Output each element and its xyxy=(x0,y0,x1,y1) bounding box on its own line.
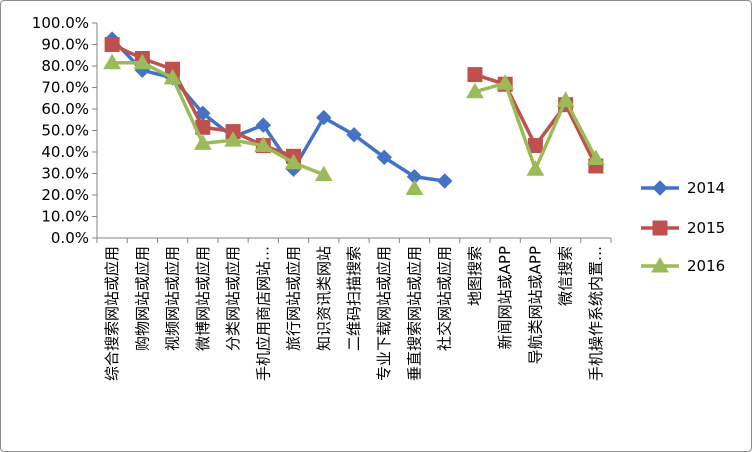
y-tick-label: 0.0% xyxy=(51,229,89,247)
y-tick-label: 20.0% xyxy=(41,186,89,204)
x-category-label: 知识资讯类网站 xyxy=(315,246,333,351)
x-category-label: 微信搜索 xyxy=(557,246,575,306)
data-point xyxy=(314,165,333,182)
legend: 2014 2015 2016 xyxy=(641,179,725,275)
data-point xyxy=(104,37,120,52)
y-axis-tick-labels: 0.0% 10.0% 20.0% 30.0% 40.0% 50.0% 60.0% 70.0% 8… xyxy=(32,14,89,247)
x-category-label: 分类网站或应用 xyxy=(224,246,242,351)
legend-item-2015: 2015 xyxy=(641,219,725,237)
x-axis-category-labels: 综合搜索网站或应用 购物网站或应用 视频网站或应用 微博网站或应用 分类网站或应用 手机应… xyxy=(103,246,605,381)
x-category-label: 专业下载网站或应用 xyxy=(375,246,393,381)
x-category-label: 手机应用商店网站… xyxy=(254,246,272,381)
legend-label: 2014 xyxy=(687,179,725,197)
x-category-label: 导航类网站或APP xyxy=(526,246,544,364)
data-point xyxy=(376,149,392,166)
data-point xyxy=(651,256,669,273)
series-layer xyxy=(103,31,605,196)
data-point xyxy=(556,91,575,107)
x-category-label: 地图搜索 xyxy=(466,246,484,306)
data-point xyxy=(224,131,242,147)
data-point xyxy=(255,117,272,133)
y-tick-label: 100.0% xyxy=(32,14,89,32)
series-line xyxy=(474,81,598,171)
x-category-label: 旅行网站或应用 xyxy=(285,246,303,351)
data-point xyxy=(133,53,152,70)
x-category-label: 二维码扫描搜索 xyxy=(345,246,363,351)
x-category-label: 微博网站或应用 xyxy=(194,246,212,351)
legend-label: 2016 xyxy=(687,257,725,275)
y-tick-label: 10.0% xyxy=(41,208,89,226)
x-category-label: 视频网站或应用 xyxy=(164,246,182,351)
data-point xyxy=(496,74,515,90)
y-tick-label: 90.0% xyxy=(41,36,89,54)
legend-label: 2015 xyxy=(687,219,725,237)
x-category-label: 新闻网站或APP xyxy=(496,246,514,349)
y-tick-label: 50.0% xyxy=(41,122,89,140)
data-point xyxy=(526,160,545,176)
series-line xyxy=(110,37,445,183)
series-2016 xyxy=(103,53,605,196)
x-category-label: 社交网站或应用 xyxy=(436,246,454,351)
y-tick-label: 30.0% xyxy=(41,165,89,183)
data-point xyxy=(346,127,362,143)
x-category-label: 综合搜索网站或应用 xyxy=(103,246,121,381)
data-point xyxy=(466,82,484,99)
legend-item-2014: 2014 xyxy=(641,179,725,197)
chart-axes xyxy=(92,22,612,243)
data-point xyxy=(652,180,668,196)
series-2014 xyxy=(104,31,453,189)
data-point xyxy=(284,153,303,170)
y-tick-label: 80.0% xyxy=(41,57,89,75)
data-point xyxy=(436,173,453,189)
x-category-label: 垂直搜索网站或应用 xyxy=(405,246,423,381)
y-tick-label: 40.0% xyxy=(41,143,89,161)
data-point xyxy=(587,149,605,165)
data-point xyxy=(193,134,212,150)
data-point xyxy=(405,179,424,196)
legend-item-2016: 2016 xyxy=(641,256,725,275)
y-tick-label: 70.0% xyxy=(41,79,89,97)
data-point xyxy=(652,220,668,236)
data-point xyxy=(163,68,182,85)
data-point xyxy=(316,109,332,126)
data-point xyxy=(467,67,483,83)
data-point xyxy=(254,136,273,153)
y-tick-label: 60.0% xyxy=(41,100,89,118)
x-category-label: 购物网站或应用 xyxy=(133,246,151,351)
data-point xyxy=(103,53,121,70)
x-category-label: 手机操作系统内置… xyxy=(587,246,605,381)
